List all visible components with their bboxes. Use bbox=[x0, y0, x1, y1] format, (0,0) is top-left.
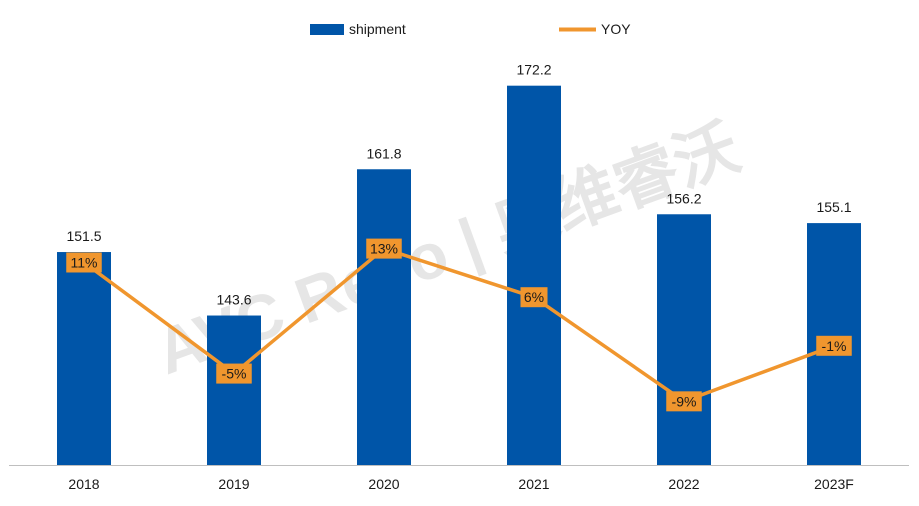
legend-swatch-shipment bbox=[310, 24, 344, 35]
yoy-label-box-2018 bbox=[66, 252, 102, 273]
yoy-label-box-2023F bbox=[816, 335, 852, 356]
bar-value-label-2020: 161.8 bbox=[366, 145, 401, 161]
yoy-label-box-2019 bbox=[216, 363, 252, 384]
bar-value-label-2023F: 155.1 bbox=[816, 199, 851, 215]
yoy-label-2022: -9% bbox=[672, 393, 697, 409]
x-tick-label-2023F: 2023F bbox=[814, 476, 854, 492]
bar-2022 bbox=[657, 214, 711, 465]
yoy-line bbox=[82, 246, 836, 404]
bar-value-label-2018: 151.5 bbox=[66, 228, 101, 244]
x-tick-label-2018: 2018 bbox=[68, 476, 99, 492]
yoy-label-box-2021 bbox=[520, 287, 548, 308]
bar-2020 bbox=[357, 169, 411, 465]
x-tick-label-2020: 2020 bbox=[368, 476, 399, 492]
x-tick-label-2021: 2021 bbox=[518, 476, 549, 492]
bar-value-label-2021: 172.2 bbox=[516, 62, 551, 78]
yoy-label-2018: 11% bbox=[71, 254, 98, 270]
yoy-label-2019: -5% bbox=[222, 366, 247, 382]
yoy-label-2020: 13% bbox=[370, 241, 398, 257]
line-series bbox=[82, 246, 836, 404]
x-tick-label-2019: 2019 bbox=[218, 476, 249, 492]
yoy-label-2021: 6% bbox=[524, 289, 544, 305]
legend-label-shipment: shipment bbox=[349, 21, 406, 37]
bar-2018 bbox=[57, 252, 111, 465]
bar-value-label-2019: 143.6 bbox=[216, 292, 251, 308]
yoy-labels: 11% -5% 13% 6% -9% -1% bbox=[66, 238, 852, 412]
yoy-label-box-2020 bbox=[366, 238, 402, 259]
x-tick-label-2022: 2022 bbox=[668, 476, 699, 492]
x-axis: 2018 2019 2020 2021 2022 2023F bbox=[9, 465, 909, 492]
legend-label-yoy: YOY bbox=[601, 21, 631, 37]
legend: shipment YOY bbox=[310, 21, 631, 37]
yoy-label-2023F: -1% bbox=[822, 338, 847, 354]
yoy-label-box-2022 bbox=[666, 391, 702, 412]
bar-2019 bbox=[207, 315, 261, 465]
bar-2021 bbox=[507, 85, 561, 465]
bar-value-label-2022: 156.2 bbox=[666, 190, 701, 206]
